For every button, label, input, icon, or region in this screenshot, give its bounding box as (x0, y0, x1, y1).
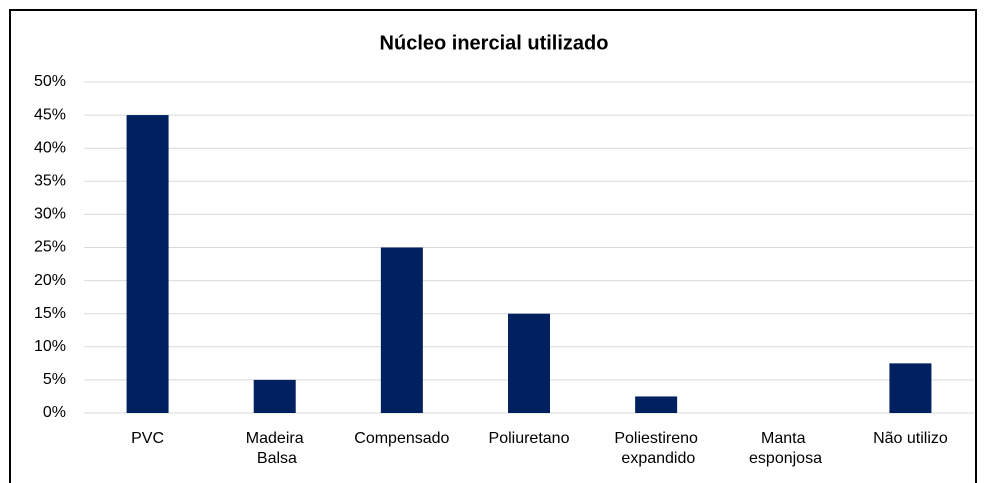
y-tick-label: 25% (34, 239, 66, 256)
label-line: Madeira (246, 430, 304, 447)
chart-border (9, 9, 977, 483)
bar (126, 115, 169, 413)
x-tick-label: Compensado (354, 430, 449, 447)
label-line: Manta (761, 430, 806, 447)
bar (635, 396, 678, 413)
y-tick-label: 50% (34, 73, 66, 90)
x-tick-label: Poliestireno expandido (614, 430, 698, 467)
bar (380, 247, 423, 413)
label-line: esponjosa (745, 450, 822, 467)
x-tick-label: PVC (131, 430, 164, 447)
y-tick-label: 15% (34, 305, 66, 322)
x-tick-label: Madeira Balsa (246, 430, 304, 467)
label-line: Balsa (252, 450, 297, 467)
y-tick-label: 0% (43, 404, 66, 421)
bar (253, 379, 296, 413)
y-tick-label: 45% (34, 106, 66, 123)
y-tick-label: 5% (43, 371, 66, 388)
chart-title: Núcleo inercial utilizado (380, 32, 609, 54)
y-tick-label: 30% (34, 206, 66, 223)
x-tick-label: Poliuretano (489, 430, 570, 447)
x-tick-label: Não utilizo (873, 430, 948, 447)
y-tick-label: 10% (34, 338, 66, 355)
y-tick-label: 35% (34, 173, 66, 190)
label-line: expandido (617, 450, 695, 467)
y-tick-label: 20% (34, 272, 66, 289)
bar (508, 313, 550, 413)
label-line: Poliestireno (614, 430, 698, 447)
y-tick-label: 40% (34, 139, 66, 156)
bar (889, 363, 932, 413)
x-tick-label: Manta esponjosa (745, 430, 822, 467)
